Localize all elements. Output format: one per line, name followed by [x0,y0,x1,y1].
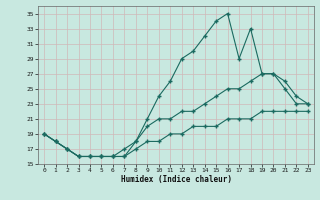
X-axis label: Humidex (Indice chaleur): Humidex (Indice chaleur) [121,175,231,184]
